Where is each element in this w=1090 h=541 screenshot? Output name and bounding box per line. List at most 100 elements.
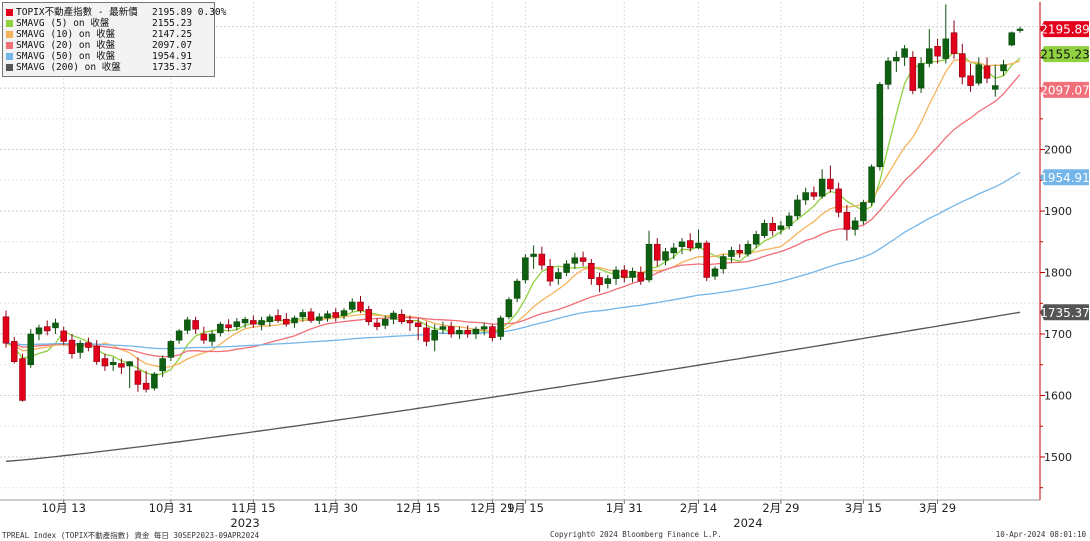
- candle-body: [109, 361, 117, 366]
- candle-body: [340, 310, 348, 316]
- legend-row-sma200: SMAVG (200) on 收盤 1735.37: [6, 62, 214, 73]
- candle-body: [414, 322, 422, 327]
- footer-copyright: Copyright© 2024 Bloomberg Finance L.P.: [550, 530, 722, 539]
- candle-body: [637, 272, 645, 282]
- x-tick-label: 12月 29: [470, 501, 514, 515]
- candle-body: [926, 48, 933, 64]
- candle-body: [917, 63, 925, 89]
- candle-body: [950, 32, 958, 54]
- candle-body: [85, 342, 92, 348]
- sma5-line: [5, 51, 1021, 376]
- candle-body: [35, 327, 43, 335]
- x-year-label: 2024: [733, 516, 762, 530]
- candle-body: [241, 318, 249, 324]
- legend-value-price: 2195.89 0.30%: [152, 7, 227, 18]
- legend-name-sma10: SMAVG (10) on 收盤: [16, 29, 116, 40]
- y-tick-label: 2000: [1044, 144, 1072, 157]
- sma50-line: [5, 171, 1021, 350]
- candle-body: [1008, 32, 1016, 46]
- candle-body: [835, 188, 842, 213]
- sma20-line: [5, 74, 1021, 358]
- candle-body: [373, 322, 381, 327]
- candle-body: [645, 243, 653, 281]
- candle-body: [200, 333, 208, 341]
- candle-body: [571, 257, 579, 264]
- value-tag-box: [1040, 21, 1089, 38]
- legend-name-sma20: SMAVG (20) on 收盤: [16, 40, 116, 51]
- candle-body: [274, 315, 282, 321]
- x-tick-label: 2月 14: [680, 501, 717, 515]
- legend-swatch-sma20: [6, 42, 13, 49]
- candle-body: [588, 262, 595, 279]
- candle-body: [538, 253, 546, 266]
- candle-body: [686, 240, 694, 249]
- y-tick-label: 1800: [1044, 267, 1072, 280]
- legend-swatch-sma5: [6, 20, 13, 27]
- candle-body: [860, 202, 867, 222]
- candle-body: [431, 330, 438, 341]
- legend-row-sma5: SMAVG (5) on 收盤 2155.23: [6, 18, 214, 29]
- legend-swatch-sma50: [6, 53, 13, 60]
- candle-body: [629, 270, 636, 278]
- candle-body: [126, 361, 133, 367]
- candle-body: [555, 272, 562, 279]
- legend-value-sma10: 2147.25: [152, 29, 193, 40]
- candle-body: [992, 85, 999, 90]
- candle-body: [868, 166, 875, 203]
- candle-body: [439, 326, 447, 330]
- chart-legend: TOPIX不動產指數 - 最新價 2195.89 0.30% SMAVG (5)…: [2, 2, 226, 77]
- candle-body: [818, 178, 826, 197]
- candle-body: [19, 358, 26, 401]
- legend-row-price: TOPIX不動產指數 - 最新價 2195.89 0.30%: [6, 7, 226, 18]
- x-tick-label: 3月 15: [845, 501, 882, 515]
- candle-body: [761, 223, 768, 236]
- candle-body: [480, 326, 488, 330]
- legend-name-sma200: SMAVG (200) on 收盤: [16, 62, 121, 73]
- candle-body: [1000, 64, 1007, 72]
- value-tag-label: 1954.91: [1040, 171, 1090, 185]
- candle-body: [68, 339, 76, 354]
- candle-body: [530, 253, 537, 257]
- candle-body: [851, 220, 859, 230]
- candle-body: [118, 363, 125, 368]
- candle-body: [299, 312, 307, 318]
- legend-value-sma5: 2155.23: [152, 18, 193, 29]
- candle-body: [769, 223, 776, 232]
- candle-body: [398, 314, 405, 323]
- candle-body: [76, 342, 84, 353]
- candle-body: [942, 38, 950, 59]
- candle-body: [316, 316, 323, 321]
- candle-body: [546, 266, 554, 282]
- x-tick-label: 10月 13: [41, 501, 85, 515]
- candle-body: [184, 319, 191, 331]
- candle-body: [348, 301, 356, 310]
- candle-body: [291, 317, 298, 324]
- x-year-label: 2023: [230, 516, 259, 530]
- candle-body: [406, 320, 414, 324]
- candle-body: [208, 333, 216, 342]
- candle-body: [695, 242, 702, 249]
- candle-body: [752, 234, 760, 245]
- candle-body: [810, 192, 818, 197]
- candle-body: [142, 382, 150, 390]
- candle-body: [513, 280, 521, 299]
- candle-body: [959, 53, 966, 78]
- candle-body: [662, 251, 669, 261]
- candle-body: [703, 242, 710, 278]
- value-tag-box: [1040, 304, 1089, 321]
- candle-body: [604, 278, 612, 284]
- legend-row-sma20: SMAVG (20) on 收盤 2097.07: [6, 40, 214, 51]
- legend-value-sma20: 2097.07: [152, 40, 193, 51]
- legend-row-sma10: SMAVG (10) on 收盤 2147.25: [6, 29, 214, 40]
- candle-body: [983, 65, 991, 79]
- candle-body: [27, 333, 34, 366]
- candle-body: [621, 269, 628, 278]
- value-tag-box: [1040, 81, 1089, 98]
- candle-body: [893, 57, 900, 62]
- candle-body: [381, 318, 389, 326]
- candle-body: [93, 345, 100, 362]
- candle-body: [423, 327, 430, 342]
- candle-body: [52, 322, 59, 329]
- legend-swatch-price: [6, 9, 13, 16]
- candle-body: [596, 277, 603, 286]
